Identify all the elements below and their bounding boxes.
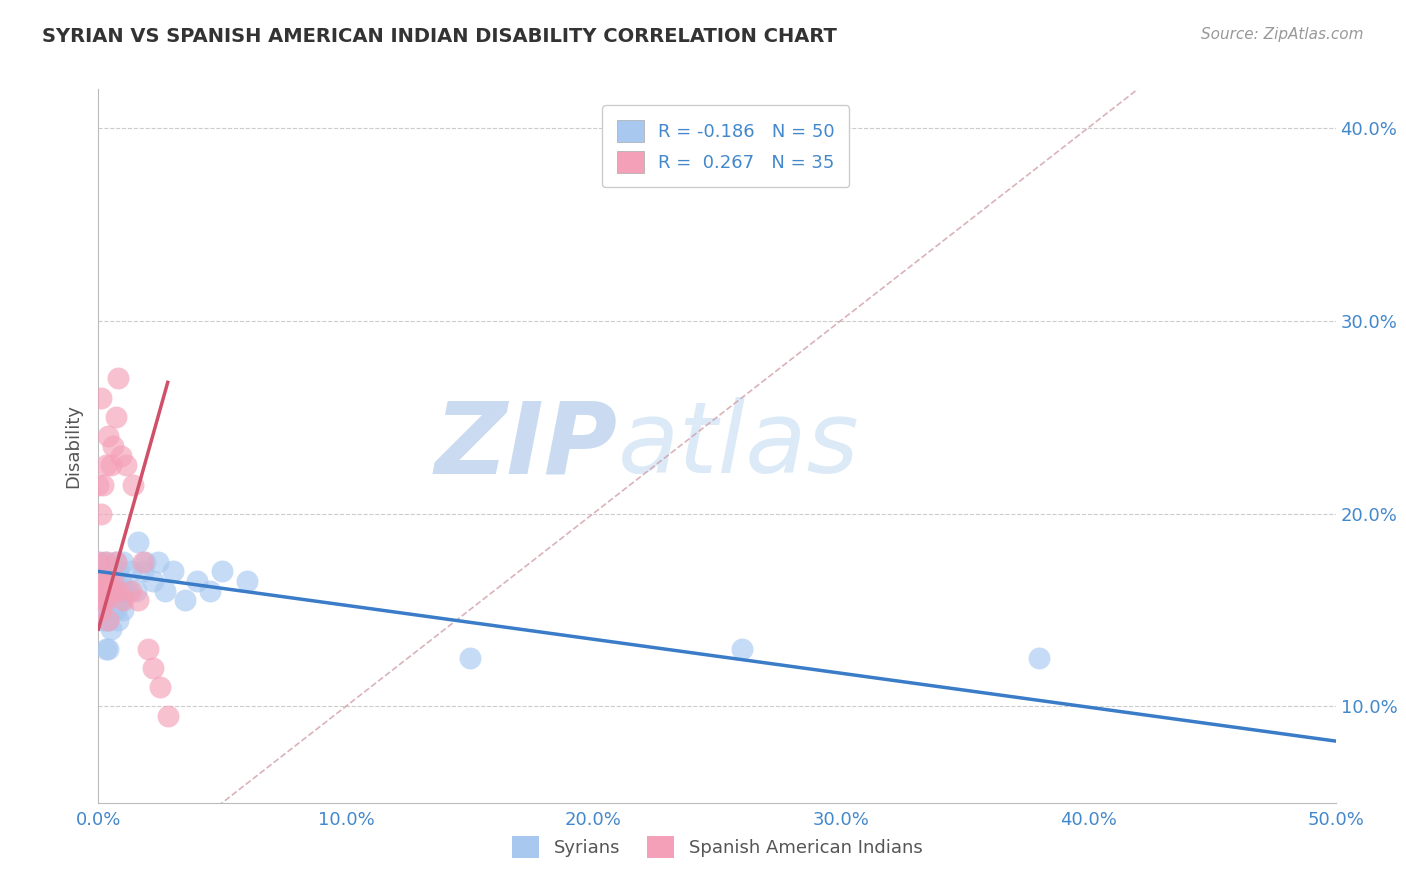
- Point: [90, 593, 112, 607]
- Point: [142, 574, 165, 588]
- Point: [112, 555, 135, 569]
- Point: [155, 583, 177, 598]
- Point: [117, 583, 139, 598]
- Point: [93, 593, 115, 607]
- Point: [146, 555, 169, 569]
- Point: [94, 613, 117, 627]
- Point: [731, 641, 754, 656]
- Point: [97, 574, 120, 588]
- Point: [100, 565, 122, 579]
- Point: [103, 603, 125, 617]
- Point: [87, 583, 110, 598]
- Point: [136, 641, 159, 656]
- Text: atlas: atlas: [619, 398, 859, 494]
- Point: [134, 555, 156, 569]
- Point: [156, 709, 179, 723]
- Point: [120, 583, 142, 598]
- Point: [90, 555, 112, 569]
- Point: [162, 565, 184, 579]
- Legend: Syrians, Spanish American Indians: Syrians, Spanish American Indians: [505, 829, 929, 865]
- Text: SYRIAN VS SPANISH AMERICAN INDIAN DISABILITY CORRELATION CHART: SYRIAN VS SPANISH AMERICAN INDIAN DISABI…: [42, 27, 837, 45]
- Point: [90, 603, 112, 617]
- Point: [122, 477, 145, 491]
- Point: [110, 593, 132, 607]
- Point: [97, 641, 120, 656]
- Point: [87, 555, 110, 569]
- Y-axis label: Disability: Disability: [65, 404, 83, 488]
- Point: [90, 507, 112, 521]
- Point: [100, 583, 122, 598]
- Point: [110, 574, 132, 588]
- Point: [100, 583, 122, 598]
- Point: [97, 429, 120, 443]
- Point: [104, 555, 127, 569]
- Point: [104, 583, 127, 598]
- Point: [94, 574, 117, 588]
- Point: [87, 477, 110, 491]
- Text: Source: ZipAtlas.com: Source: ZipAtlas.com: [1201, 27, 1364, 42]
- Point: [104, 603, 127, 617]
- Point: [103, 439, 125, 453]
- Point: [104, 555, 127, 569]
- Text: ZIP: ZIP: [434, 398, 619, 494]
- Point: [127, 593, 149, 607]
- Point: [100, 622, 122, 636]
- Point: [97, 613, 120, 627]
- Point: [93, 583, 115, 598]
- Point: [94, 593, 117, 607]
- Point: [94, 458, 117, 473]
- Point: [112, 583, 135, 598]
- Point: [97, 613, 120, 627]
- Point: [127, 535, 149, 549]
- Point: [211, 565, 233, 579]
- Point: [103, 565, 125, 579]
- Point: [107, 565, 129, 579]
- Point: [458, 651, 481, 665]
- Point: [1028, 651, 1050, 665]
- Point: [103, 583, 125, 598]
- Point: [142, 661, 165, 675]
- Point: [107, 613, 129, 627]
- Point: [90, 574, 112, 588]
- Point: [107, 593, 129, 607]
- Point: [90, 574, 112, 588]
- Point: [114, 458, 136, 473]
- Point: [107, 371, 129, 385]
- Point: [112, 603, 135, 617]
- Point: [236, 574, 259, 588]
- Point: [149, 680, 172, 694]
- Point: [94, 641, 117, 656]
- Point: [104, 410, 127, 425]
- Point: [93, 613, 115, 627]
- Point: [107, 583, 129, 598]
- Point: [174, 593, 197, 607]
- Point: [94, 555, 117, 569]
- Point: [110, 449, 132, 463]
- Point: [186, 574, 208, 588]
- Point: [100, 458, 122, 473]
- Point: [132, 555, 155, 569]
- Point: [90, 391, 112, 405]
- Point: [124, 583, 146, 598]
- Point: [93, 574, 115, 588]
- Point: [103, 574, 125, 588]
- Point: [97, 593, 120, 607]
- Point: [100, 603, 122, 617]
- Point: [132, 565, 155, 579]
- Point: [97, 574, 120, 588]
- Point: [93, 477, 115, 491]
- Point: [112, 593, 135, 607]
- Point: [94, 555, 117, 569]
- Point: [120, 565, 142, 579]
- Point: [198, 583, 221, 598]
- Point: [94, 593, 117, 607]
